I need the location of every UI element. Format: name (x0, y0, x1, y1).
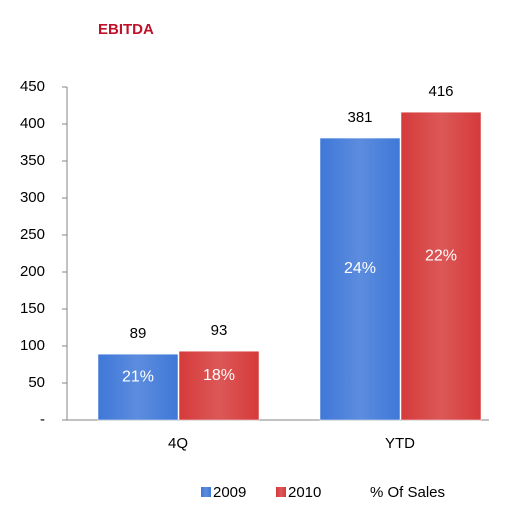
bar (178, 350, 260, 421)
legend-swatch (276, 487, 286, 497)
data-label: 89 (130, 325, 147, 342)
pct-label: 18% (203, 367, 235, 384)
y-tick-label: 350 (20, 152, 45, 169)
y-tick-label: 50 (28, 374, 45, 391)
chart-title: EBITDA (98, 21, 154, 38)
y-tick-label: 300 (20, 189, 45, 206)
pct-label: 22% (425, 247, 457, 264)
x-tick-label: YTD (385, 435, 415, 452)
legend-label: 2009 (213, 484, 246, 501)
y-tick-label: 150 (20, 300, 45, 317)
legend-label: % Of Sales (370, 484, 445, 501)
pct-label: 21% (122, 368, 154, 385)
data-label: 93 (211, 322, 228, 339)
y-tick-label: 100 (20, 337, 45, 354)
bar (97, 353, 179, 421)
bar (400, 111, 482, 421)
y-tick-label: 250 (20, 226, 45, 243)
pct-label: 24% (344, 260, 376, 277)
legend-swatch (201, 487, 211, 497)
data-label: 381 (347, 109, 372, 126)
legend-label: 2010 (288, 484, 321, 501)
y-tick-label: 200 (20, 263, 45, 280)
data-label: 416 (428, 83, 453, 100)
y-tick-label: 450 (20, 78, 45, 95)
bar (319, 137, 401, 421)
y-tick-label: - (40, 411, 45, 428)
y-tick-label: 400 (20, 115, 45, 132)
x-tick-label: 4Q (168, 435, 188, 452)
